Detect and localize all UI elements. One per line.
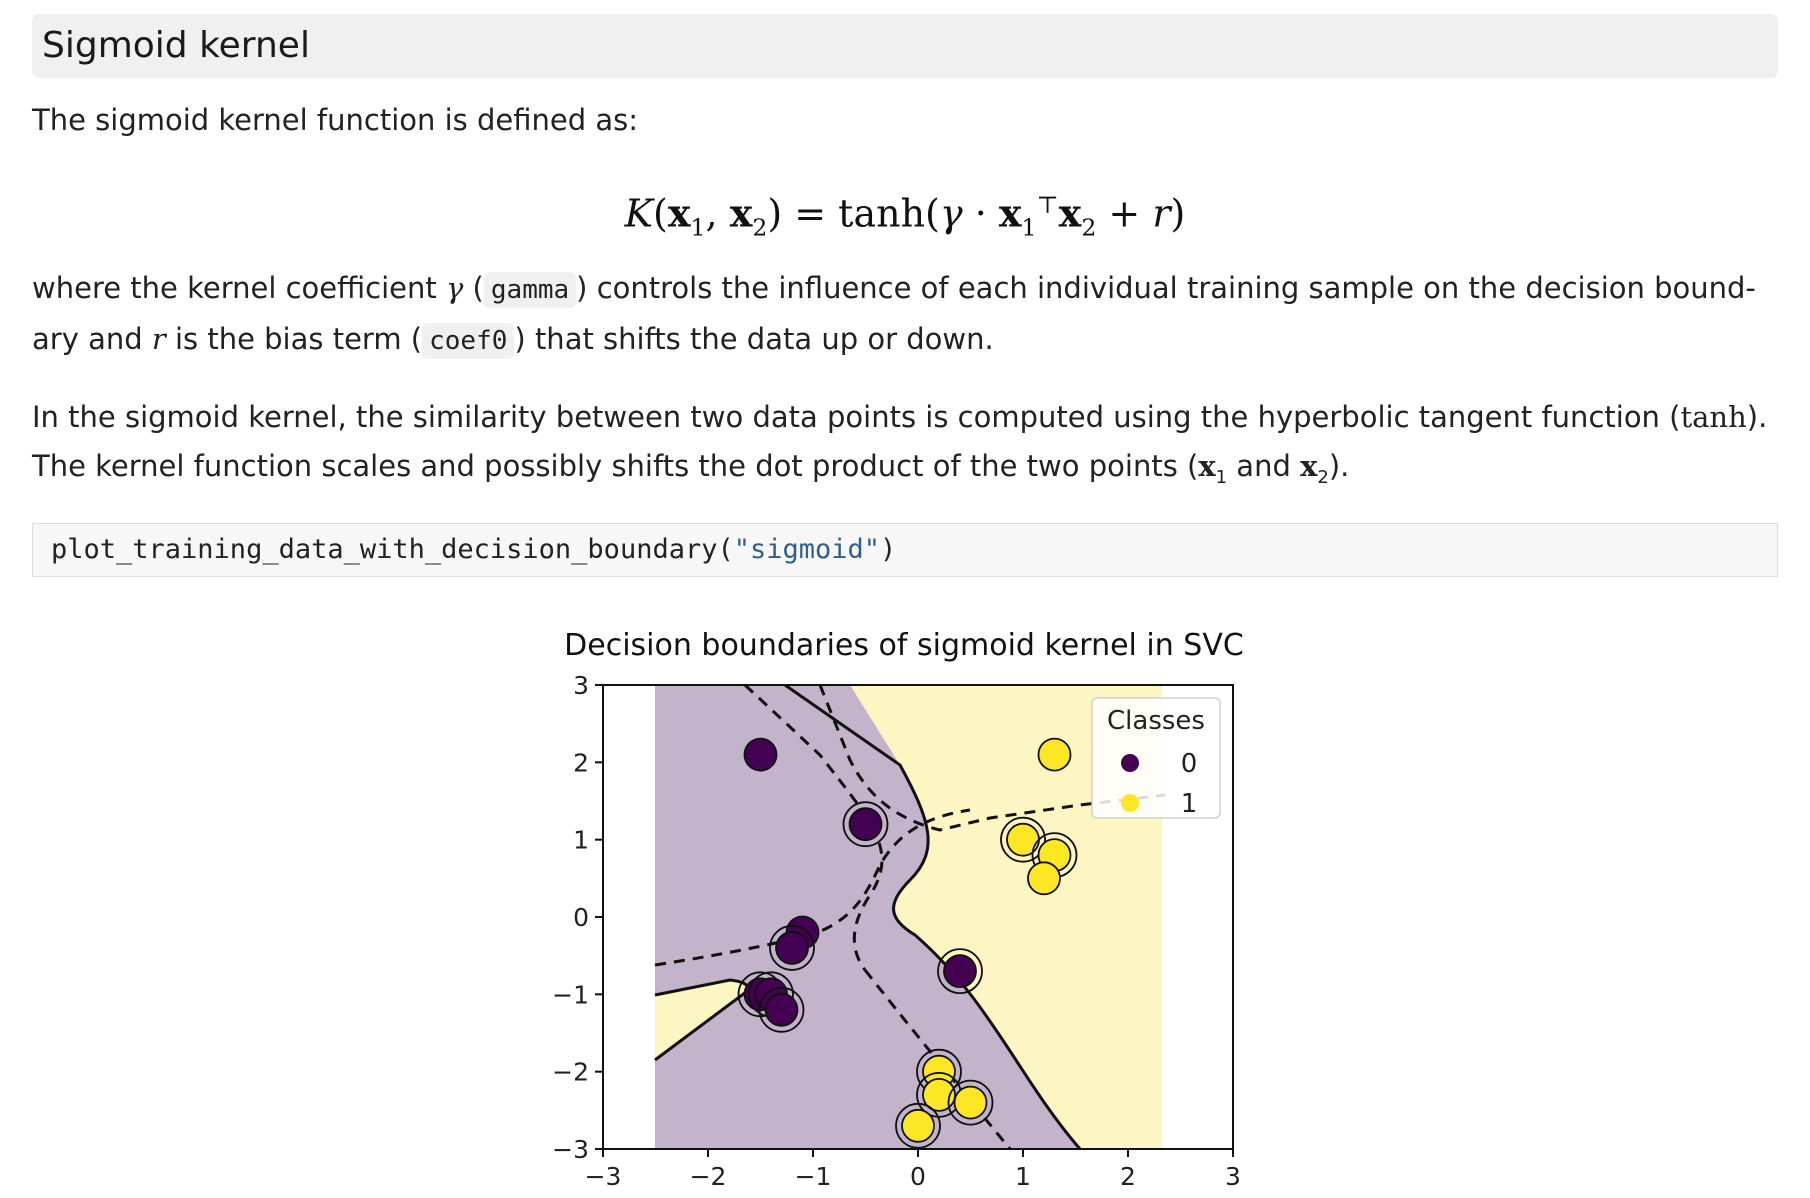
decision-boundary (784, 685, 1082, 1149)
legend-marker-class-0 (1121, 754, 1139, 772)
gamma-code: gamma (483, 272, 577, 308)
y-tick-label: 0 (573, 903, 589, 932)
coef0-code: coef0 (422, 323, 515, 359)
data-point-class-0 (775, 931, 809, 965)
y-tick-label: −1 (552, 980, 589, 1009)
r-symbol: r (151, 322, 166, 356)
support-vector-ring (937, 948, 983, 995)
data-point-class-1 (922, 1077, 956, 1112)
intro-text: The sigmoid kernel function is defined a… (32, 103, 638, 137)
data-point-class-0 (764, 992, 799, 1027)
y-tick-label: 1 (573, 826, 589, 855)
data-point-class-1 (901, 1108, 935, 1143)
x-tick-label: 1 (1015, 1162, 1031, 1191)
x-tick-label: −1 (795, 1162, 832, 1191)
y-tick-label: 3 (573, 671, 589, 700)
data-point-class-1 (1027, 861, 1061, 896)
data-point-class-1 (953, 1085, 988, 1120)
support-vector-ring (1000, 816, 1046, 863)
support-vector-ring (769, 925, 815, 971)
data-point-class-0 (848, 807, 883, 842)
x-tick-label: 3 (1225, 1162, 1241, 1191)
support-vector-ring (947, 1079, 994, 1126)
section-heading: Sigmoid kernel (32, 14, 1778, 78)
kernel-coefficient-paragraph: where the kernel coefficient γ (gamma) c… (32, 264, 1782, 366)
x-tick-label: 2 (1120, 1162, 1136, 1191)
legend-box (1091, 697, 1221, 819)
data-point-class-1 (1006, 822, 1040, 857)
support-vector-ring (895, 1102, 941, 1149)
legend-label-class-0: 0 (1181, 749, 1198, 779)
chart-axes: −3 −2 −1 0 1 2 3 3 2 1 0 −1 −2 −3 (552, 671, 1241, 1191)
margin-upper-right (818, 685, 1166, 832)
chart-title: Decision boundaries of sigmoid kernel in… (564, 628, 1244, 663)
code-cell: plot_training_data_with_decision_boundar… (32, 523, 1778, 577)
y-tick-label: −3 (552, 1135, 589, 1164)
y-tick-label: −2 (552, 1058, 589, 1087)
support-vector-ring (842, 801, 889, 848)
x-tick-label: −3 (585, 1162, 622, 1191)
sigmoid-formula: K(x1, x2) = tanh(γ · x1⊤x2 + r) (624, 190, 1186, 242)
data-point-class-1 (1037, 737, 1072, 772)
x-tick-label: 0 (910, 1162, 926, 1191)
y-tick-label: 2 (573, 748, 589, 777)
chart-legend: Classes 0 1 (1091, 697, 1221, 819)
margin-middle (654, 808, 971, 967)
region-class-1 (785, 685, 1162, 1149)
legend-label-class-1: 1 (1181, 789, 1198, 819)
decision-regions (654, 685, 1166, 1149)
x-tick-label: −2 (690, 1162, 727, 1191)
scatter-points (737, 737, 1078, 1149)
support-vector-ring (758, 986, 805, 1033)
data-point-class-0 (943, 954, 977, 989)
similarity-paragraph: In the sigmoid kernel, the similarity be… (32, 400, 1768, 488)
legend-title: Classes (1107, 706, 1205, 736)
decision-boundary-chart: Decision boundaries of sigmoid kernel in… (552, 628, 1244, 1191)
region-class-1-wedge (655, 980, 748, 1060)
margin-upper-left (743, 685, 884, 971)
data-point-class-0 (743, 737, 778, 772)
legend-marker-class-1 (1121, 794, 1139, 812)
gamma-symbol: γ (446, 271, 464, 305)
